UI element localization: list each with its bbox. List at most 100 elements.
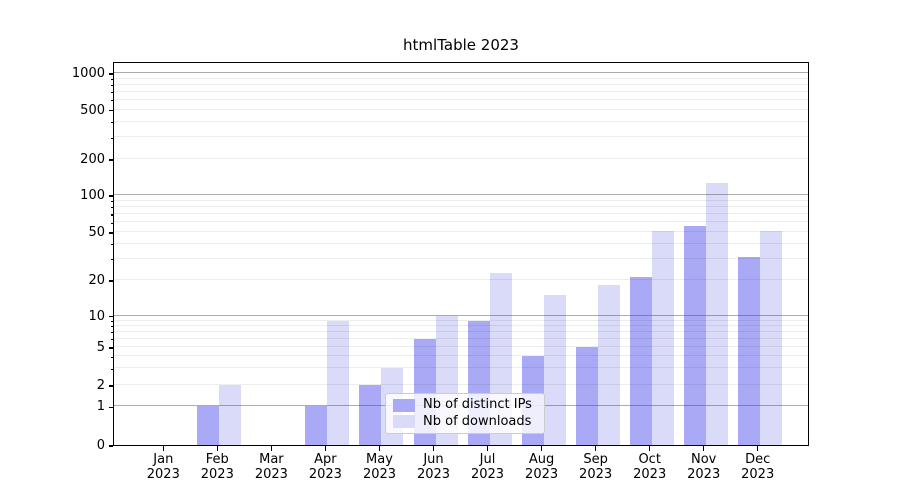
bar-distinct-ips: [683, 225, 706, 445]
x-tick-mark: [216, 446, 218, 451]
bar-downloads: [219, 385, 242, 445]
gridline-minor: [114, 257, 808, 259]
gridline-minor: [114, 120, 808, 122]
gridline-minor: [114, 330, 808, 332]
y-tick-label: 100: [80, 188, 105, 203]
x-tick-label: Sep 2023: [579, 452, 613, 482]
y-minor-tick-mark: [110, 356, 113, 358]
y-tick-label: 10: [88, 308, 105, 324]
y-minor-tick-mark: [110, 326, 113, 328]
y-minor-tick-mark: [110, 214, 113, 216]
x-tick-label: Mar 2023: [254, 452, 288, 482]
y-minor-tick-mark: [110, 222, 113, 224]
bar-downloads: [651, 230, 674, 445]
y-tick-mark: [108, 406, 113, 408]
x-tick-label: Nov 2023: [687, 452, 721, 482]
gridline-minor: [114, 221, 808, 223]
gridline-minor: [114, 324, 808, 326]
legend: Nb of distinct IPs Nb of downloads: [385, 393, 545, 434]
y-tick-label: 0: [96, 438, 105, 453]
gridline-minor: [114, 158, 808, 159]
bar-downloads: [759, 230, 782, 445]
x-tick-label: Apr 2023: [308, 452, 342, 482]
bar-distinct-ips: [737, 257, 760, 445]
y-minor-tick-mark: [110, 78, 113, 81]
gridline-minor: [114, 242, 808, 244]
gridline-major: [114, 314, 808, 316]
legend-swatch-distinct-ips: [393, 398, 415, 412]
x-tick-label: Jun 2023: [416, 452, 451, 482]
chart-title: htmlTable 2023: [403, 36, 519, 54]
x-tick-mark: [757, 446, 759, 451]
y-tick-label: 50: [88, 225, 105, 240]
x-tick-mark: [703, 446, 705, 451]
gridline-minor: [114, 367, 808, 369]
gridline-minor: [114, 77, 808, 79]
gridline-minor: [114, 136, 808, 138]
y-tick-mark: [108, 109, 113, 112]
bar-downloads: [705, 183, 728, 445]
bar-distinct-ips: [359, 385, 382, 445]
y-tick-mark: [108, 347, 113, 349]
x-tick-mark: [270, 446, 272, 451]
x-tick-label: Jul 2023: [470, 452, 505, 482]
x-tick-mark: [486, 446, 489, 451]
x-tick-mark: [595, 446, 597, 451]
y-tick-label: 20: [88, 273, 105, 288]
gridline-minor: [114, 231, 808, 232]
y-tick-label: 2: [96, 378, 105, 393]
bar-downloads: [327, 320, 350, 445]
legend-label-downloads: Nb of downloads: [423, 413, 532, 429]
y-tick-mark: [108, 159, 113, 161]
gridline-minor: [114, 337, 808, 339]
y-minor-tick-mark: [110, 92, 113, 94]
x-tick-label: Dec 2023: [741, 452, 775, 482]
legend-row-distinct-ips: Nb of distinct IPs: [393, 397, 536, 414]
gridline-minor: [114, 199, 808, 201]
y-tick-label: 5: [96, 340, 105, 355]
x-tick-label: Oct 2023: [633, 452, 667, 482]
bar-distinct-ips: [575, 347, 598, 445]
x-tick-mark: [432, 446, 435, 451]
plot-area: [113, 62, 809, 446]
bar-distinct-ips: [629, 277, 652, 445]
x-tick-mark: [324, 446, 326, 451]
gridline-minor: [114, 355, 808, 357]
gridline-minor: [114, 90, 808, 92]
bar-downloads: [597, 285, 620, 445]
x-tick-mark: [541, 446, 543, 451]
bar-distinct-ips: [197, 406, 220, 445]
gridline-minor: [114, 205, 808, 207]
legend-swatch-downloads: [393, 415, 415, 429]
gridline-minor: [114, 98, 808, 100]
gridline-minor: [114, 279, 808, 280]
gridline-minor: [114, 213, 808, 214]
y-tick-mark: [108, 73, 113, 75]
y-tick-mark: [108, 195, 113, 197]
y-tick-mark: [108, 316, 113, 318]
gridline-minor: [114, 108, 808, 110]
y-tick-label: 1: [96, 399, 105, 415]
y-tick-label: 500: [80, 102, 105, 118]
x-tick-label: Aug 2023: [525, 452, 559, 482]
gridline-minor: [114, 319, 808, 321]
y-minor-tick-mark: [110, 244, 113, 246]
y-minor-tick-mark: [110, 332, 113, 334]
gridline-minor: [114, 83, 808, 85]
y-minor-tick-mark: [110, 207, 113, 209]
y-tick-label: 1000: [71, 66, 105, 81]
bar-downloads: [543, 294, 566, 445]
x-tick-mark: [649, 446, 651, 451]
gridline-major: [114, 72, 808, 73]
x-tick-mark: [162, 446, 164, 451]
x-tick-label: Feb 2023: [200, 452, 234, 482]
y-tick-label: 200: [80, 152, 105, 167]
y-minor-tick-mark: [110, 122, 113, 124]
y-tick-mark: [108, 385, 113, 387]
legend-label-distinct-ips: Nb of distinct IPs: [423, 397, 532, 413]
y-minor-tick-mark: [110, 259, 113, 261]
y-tick-mark: [108, 280, 113, 282]
y-minor-tick-mark: [110, 320, 113, 323]
gridline-minor: [114, 346, 808, 347]
